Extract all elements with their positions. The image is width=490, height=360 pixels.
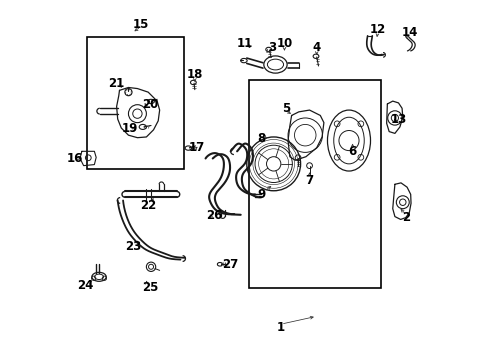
Text: 2: 2: [402, 211, 411, 224]
Text: 26: 26: [206, 210, 223, 222]
Text: 27: 27: [222, 258, 239, 271]
Text: 15: 15: [133, 18, 149, 31]
Text: 5: 5: [282, 102, 291, 115]
Text: 8: 8: [257, 132, 265, 145]
Text: 19: 19: [122, 122, 138, 135]
Text: 7: 7: [305, 174, 314, 186]
Text: 3: 3: [268, 41, 276, 54]
Text: 9: 9: [257, 188, 265, 201]
Text: 12: 12: [369, 23, 386, 36]
Text: 1: 1: [277, 320, 285, 333]
Bar: [87, 37, 184, 169]
Text: 6: 6: [348, 145, 357, 158]
Text: 16: 16: [67, 152, 83, 165]
Text: 20: 20: [142, 98, 158, 111]
Text: 21: 21: [108, 77, 125, 90]
Text: 22: 22: [140, 199, 156, 212]
Bar: [248, 80, 381, 288]
Text: 13: 13: [391, 113, 407, 126]
Text: 18: 18: [187, 68, 203, 81]
Text: 4: 4: [313, 41, 321, 54]
Text: 17: 17: [189, 141, 205, 154]
Text: 23: 23: [125, 240, 141, 253]
Text: 10: 10: [276, 36, 293, 50]
Text: 11: 11: [237, 36, 253, 50]
Text: 24: 24: [77, 279, 94, 292]
Text: 25: 25: [142, 281, 158, 294]
Text: 14: 14: [402, 27, 418, 40]
